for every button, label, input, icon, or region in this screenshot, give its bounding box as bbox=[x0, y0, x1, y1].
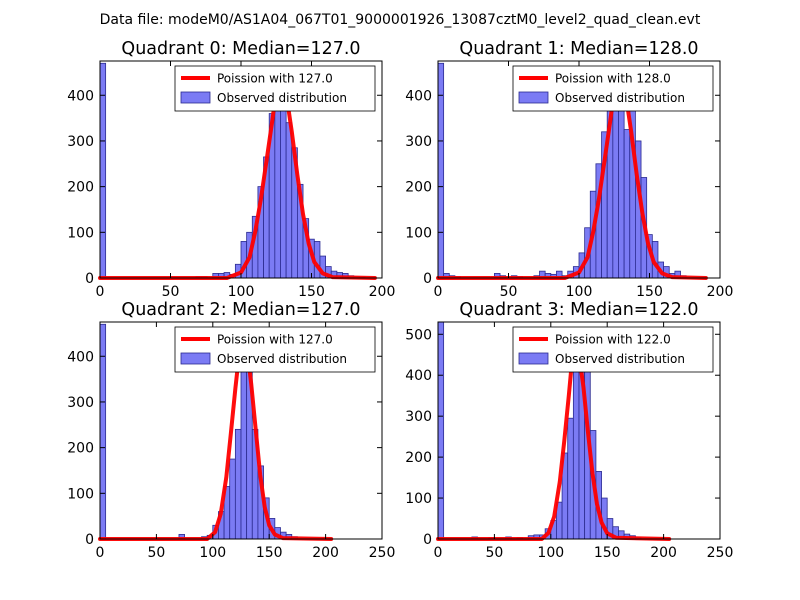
quadrant-3-panel: 0 50 100 150 200 250 0 100 200 300 400 500 Quadrant … bbox=[405, 300, 733, 561]
legend-observed-swatch bbox=[518, 352, 549, 365]
legend: Poission with 128.0 Observed distribution bbox=[512, 65, 714, 112]
panel-title: Quadrant 1: Median=128.0 bbox=[459, 39, 698, 59]
x-tick-label: 100 bbox=[537, 545, 564, 561]
x-tick-label: 200 bbox=[312, 545, 339, 561]
legend-observed-label: Observed distribution bbox=[217, 352, 347, 366]
y-tick-label: 200 bbox=[405, 450, 432, 466]
legend-poisson-label: Poission with 127.0 bbox=[217, 333, 333, 347]
histogram-bar bbox=[285, 122, 293, 279]
x-tick-label: 150 bbox=[594, 545, 621, 561]
y-tick-label: 0 bbox=[85, 532, 94, 548]
x-tick-label: 0 bbox=[96, 284, 105, 300]
x-tick-label: 200 bbox=[369, 284, 396, 300]
x-tick-label: 50 bbox=[162, 284, 180, 300]
legend-box bbox=[512, 65, 714, 112]
histogram-bar bbox=[229, 458, 236, 540]
x-tick-label: 50 bbox=[485, 545, 503, 561]
y-tick-label: 100 bbox=[67, 486, 94, 502]
y-tick-label: 0 bbox=[423, 532, 432, 548]
y-tick-label: 300 bbox=[67, 134, 94, 150]
x-tick-label: 100 bbox=[228, 284, 255, 300]
y-tick-label: 300 bbox=[67, 395, 94, 411]
y-tick-label: 300 bbox=[405, 409, 432, 425]
panel-title: Quadrant 2: Median=127.0 bbox=[121, 300, 360, 320]
legend-box bbox=[174, 326, 376, 373]
legend-box bbox=[512, 326, 714, 373]
panel-title: Quadrant 3: Median=122.0 bbox=[459, 300, 698, 320]
x-tick-label: 150 bbox=[636, 284, 663, 300]
x-tick-label: 0 bbox=[434, 545, 443, 561]
y-tick-label: 300 bbox=[405, 134, 432, 150]
y-tick-label: 200 bbox=[67, 180, 94, 196]
legend-observed-label: Observed distribution bbox=[555, 91, 685, 105]
x-tick-label: 200 bbox=[650, 545, 677, 561]
histogram-bar bbox=[234, 428, 242, 540]
x-tick-label: 250 bbox=[707, 545, 734, 561]
x-tick-label: 100 bbox=[199, 545, 226, 561]
histogram-bar bbox=[618, 85, 625, 279]
legend-observed-swatch bbox=[518, 91, 549, 104]
legend-box bbox=[174, 65, 376, 112]
legend-poisson-label: Poission with 127.0 bbox=[217, 72, 333, 86]
x-tick-label: 200 bbox=[707, 284, 734, 300]
y-tick-label: 100 bbox=[405, 491, 432, 507]
x-tick-label: 50 bbox=[147, 545, 165, 561]
y-tick-label: 200 bbox=[67, 441, 94, 457]
figure-suptitle: Data file: modeM0/AS1A04_067T01_90000019… bbox=[100, 12, 701, 28]
histogram-bar bbox=[437, 321, 445, 540]
y-tick-label: 200 bbox=[405, 180, 432, 196]
panel-title: Quadrant 0: Median=127.0 bbox=[121, 39, 360, 59]
legend-observed-swatch bbox=[180, 91, 211, 104]
y-tick-label: 400 bbox=[67, 88, 94, 104]
legend: Poission with 127.0 Observed distribution bbox=[174, 326, 376, 373]
y-tick-label: 400 bbox=[405, 368, 432, 384]
x-tick-label: 150 bbox=[256, 545, 283, 561]
y-tick-label: 400 bbox=[405, 88, 432, 104]
x-tick-label: 150 bbox=[298, 284, 325, 300]
legend-observed-label: Observed distribution bbox=[217, 91, 347, 105]
axes-frame bbox=[437, 321, 721, 540]
legend-poisson-label: Poission with 128.0 bbox=[555, 72, 671, 86]
quadrant-1-panel: 0 50 100 150 200 0 100 200 300 400 Quadrant 1: Med… bbox=[405, 39, 733, 300]
x-tick-label: 0 bbox=[96, 545, 105, 561]
histogram-bar bbox=[623, 129, 631, 279]
y-tick-label: 400 bbox=[67, 349, 94, 365]
legend-observed-label: Observed distribution bbox=[555, 352, 685, 366]
x-tick-label: 100 bbox=[566, 284, 593, 300]
legend: Poission with 127.0 Observed distribution bbox=[174, 65, 376, 112]
axes-frame bbox=[99, 321, 383, 540]
legend-observed-swatch bbox=[180, 352, 211, 365]
histogram-bar bbox=[280, 83, 287, 279]
quadrant-0-panel: 0 50 100 150 200 0 100 200 300 400 Quadrant 0: Med… bbox=[67, 39, 395, 300]
histogram-bar bbox=[567, 417, 574, 540]
x-tick-label: 0 bbox=[434, 284, 443, 300]
legend-poisson-label: Poission with 122.0 bbox=[555, 333, 671, 347]
y-tick-label: 0 bbox=[423, 271, 432, 287]
quadrant-2-panel: 0 50 100 150 200 250 0 100 200 300 400 Quadrant 2: … bbox=[67, 300, 395, 561]
legend: Poission with 122.0 Observed distribution bbox=[512, 326, 714, 373]
y-tick-label: 0 bbox=[85, 271, 94, 287]
histogram-bar bbox=[274, 83, 281, 279]
y-tick-label: 500 bbox=[405, 327, 432, 343]
y-tick-label: 100 bbox=[67, 225, 94, 241]
x-tick-label: 250 bbox=[369, 545, 396, 561]
x-tick-label: 50 bbox=[500, 284, 518, 300]
y-tick-label: 100 bbox=[405, 225, 432, 241]
